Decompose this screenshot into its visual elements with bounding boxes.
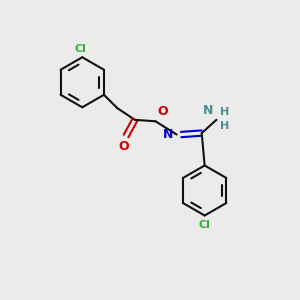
Text: O: O: [157, 105, 168, 118]
Text: N: N: [203, 104, 214, 117]
Text: H: H: [220, 107, 229, 117]
Text: Cl: Cl: [75, 44, 87, 54]
Text: O: O: [118, 140, 129, 152]
Text: Cl: Cl: [199, 220, 211, 230]
Text: N: N: [164, 128, 174, 141]
Text: H: H: [220, 121, 229, 131]
